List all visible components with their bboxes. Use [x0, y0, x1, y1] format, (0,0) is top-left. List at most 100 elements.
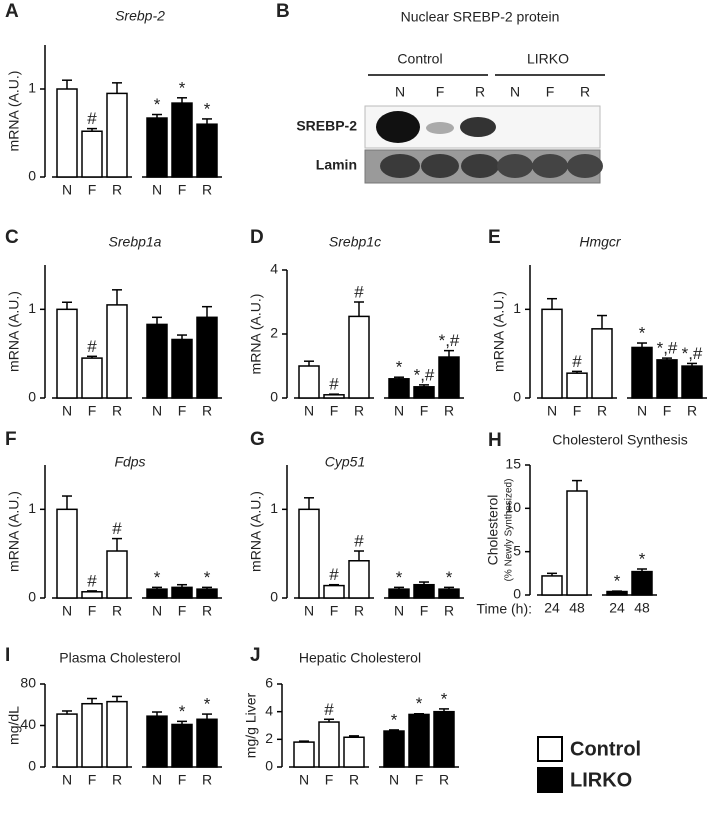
band — [426, 122, 454, 134]
x-tick-label: N — [394, 603, 404, 619]
y-axis-label: mRNA (A.U.) — [6, 491, 22, 572]
bar — [681, 365, 703, 399]
bar — [298, 508, 320, 599]
significance-mark: * — [614, 572, 621, 591]
chart-title: Plasma Cholesterol — [59, 650, 180, 666]
x-tick-label: 48 — [569, 600, 585, 616]
x-tick-label: N — [62, 772, 72, 788]
chart-title: Srebp1c — [329, 234, 381, 250]
significance-mark: * — [179, 702, 186, 721]
x-tick-label: N — [394, 403, 404, 419]
significance-mark: * — [391, 710, 398, 729]
x-tick-label: F — [88, 772, 97, 788]
bar — [541, 575, 563, 596]
bar — [438, 356, 460, 399]
significance-mark: # — [87, 109, 97, 128]
significance-mark: *,# — [414, 365, 435, 384]
bar — [408, 713, 430, 768]
x-tick-label: 24 — [609, 600, 625, 616]
bar — [566, 490, 588, 596]
x-tick-label: N — [637, 403, 647, 419]
y-tick-label: 2 — [265, 730, 273, 746]
y-tick-label: 0 — [270, 389, 278, 405]
legend-label: LIRKO — [570, 769, 632, 791]
lane-label: N — [395, 84, 405, 100]
bar — [656, 359, 678, 399]
bar — [631, 346, 653, 399]
bar — [323, 584, 345, 599]
y-axis-label: mRNA (A.U.) — [248, 294, 264, 375]
x-tick-label: R — [202, 182, 212, 198]
x-tick-label: F — [178, 772, 187, 788]
x-tick-label: F — [420, 403, 429, 419]
bar — [171, 586, 193, 599]
lane-label: F — [546, 84, 555, 100]
bar — [631, 570, 653, 596]
chart-title: Srebp-2 — [115, 8, 165, 24]
x-tick-label: R — [112, 772, 122, 788]
x-tick-label: N — [152, 403, 162, 419]
bar — [81, 130, 103, 178]
y-axis-label: mRNA (A.U.) — [6, 291, 22, 372]
x-tick-label: R — [439, 772, 449, 788]
bar — [348, 560, 370, 599]
bar — [388, 588, 410, 599]
bar — [541, 308, 563, 399]
y-tick-label: 40 — [20, 716, 36, 732]
y-axis-sublabel: (% Newly Synthesized) — [504, 479, 515, 582]
bar — [298, 365, 320, 399]
legend-label: Control — [570, 738, 641, 760]
panel-letter: J — [250, 645, 261, 666]
y-tick-label: 15 — [505, 456, 521, 472]
bar — [323, 394, 345, 399]
panel-letter: G — [250, 429, 265, 450]
bar — [196, 588, 218, 599]
row-label: SREBP-2 — [296, 118, 357, 134]
bar — [591, 328, 613, 399]
y-tick-label: 1 — [513, 300, 521, 316]
panel-letter: D — [250, 227, 264, 248]
panel-letter: F — [5, 429, 17, 450]
bar — [348, 315, 370, 399]
significance-mark: * — [204, 695, 211, 714]
legend-swatch — [537, 736, 563, 762]
y-axis-label: mRNA (A.U.) — [491, 291, 507, 372]
x-tick-label: F — [573, 403, 582, 419]
x-tick-label: R — [202, 772, 212, 788]
x-tick-label: N — [62, 603, 72, 619]
band — [497, 154, 533, 178]
x-tick-label: R — [444, 403, 454, 419]
x-tick-label: R — [444, 603, 454, 619]
bar — [606, 590, 628, 596]
x-tick-label: 24 — [544, 600, 560, 616]
bar — [56, 508, 78, 599]
x-tick-label: F — [330, 403, 339, 419]
significance-mark: * — [204, 568, 211, 587]
x-tick-label: F — [178, 603, 187, 619]
bar — [146, 323, 168, 399]
bar — [413, 386, 435, 399]
bar — [106, 550, 128, 599]
x-tick-label: N — [389, 772, 399, 788]
significance-mark: * — [179, 78, 186, 97]
significance-mark: * — [154, 95, 161, 114]
significance-mark: * — [639, 324, 646, 343]
x-tick-label: R — [202, 403, 212, 419]
bar — [566, 372, 588, 399]
x-tick-label: F — [88, 603, 97, 619]
chart-title: Hmgcr — [579, 234, 622, 250]
y-tick-label: 1 — [28, 80, 36, 96]
y-tick-label: 0 — [28, 168, 36, 184]
significance-mark: # — [329, 565, 339, 584]
panel-letter: E — [488, 227, 501, 248]
x-tick-label: N — [304, 603, 314, 619]
panel-letter: A — [5, 1, 19, 22]
blot-panel: B Nuclear SREBP-2 protein Control LIRKO … — [276, 1, 605, 184]
y-tick-label: 6 — [265, 675, 273, 691]
significance-mark: *,# — [657, 339, 678, 358]
lane-label: R — [580, 84, 590, 100]
bar — [413, 583, 435, 599]
x-tick-label: R — [354, 403, 364, 419]
y-tick-label: 80 — [20, 675, 36, 691]
significance-mark: # — [329, 375, 339, 394]
